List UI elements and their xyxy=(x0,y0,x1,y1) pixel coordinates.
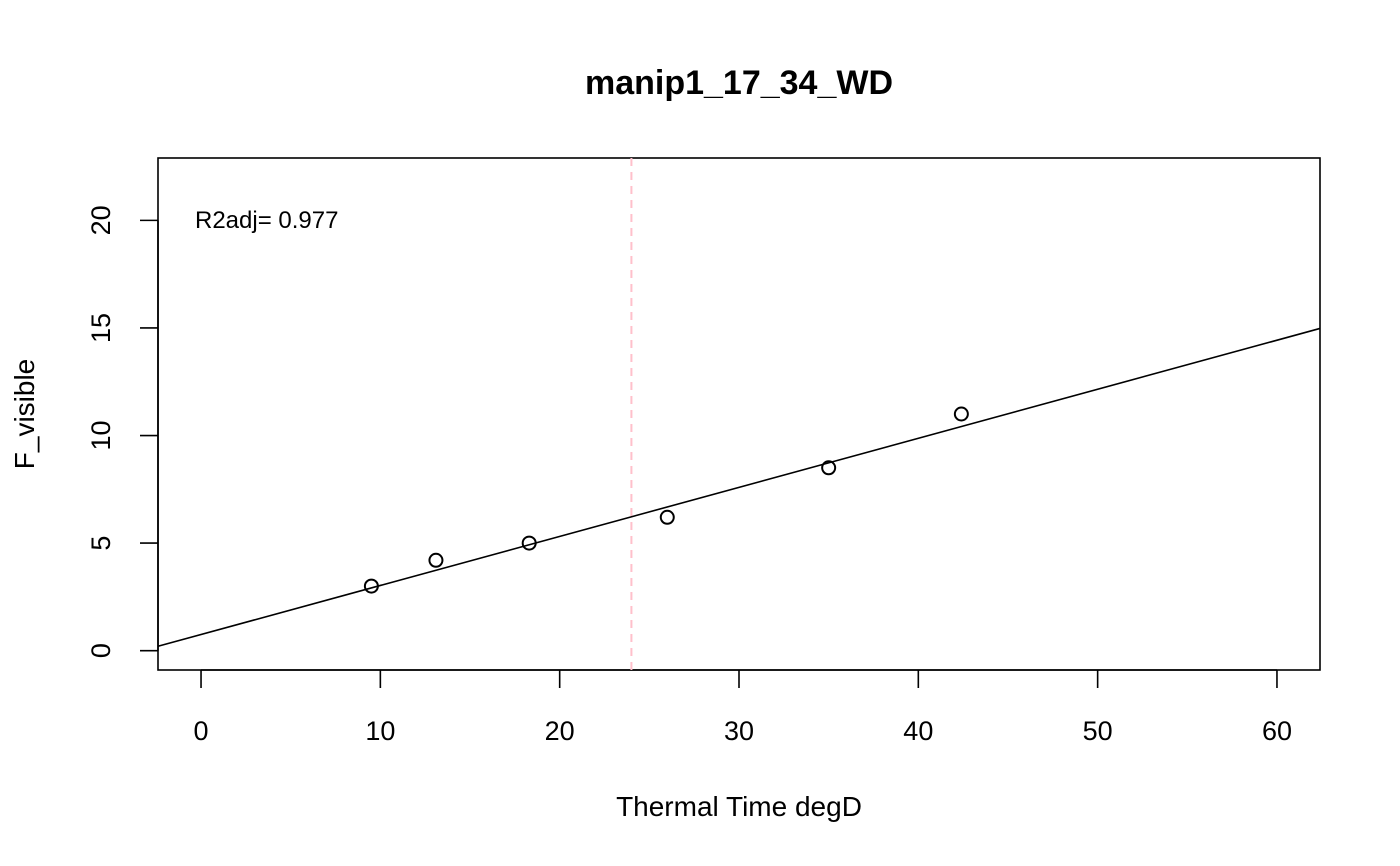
x-tick-label: 60 xyxy=(1262,716,1292,746)
x-tick-label: 50 xyxy=(1083,716,1113,746)
x-tick-label: 30 xyxy=(724,716,754,746)
y-tick-label: 15 xyxy=(86,313,116,343)
annotation-r2adj: R2adj= 0.977 xyxy=(195,207,338,234)
data-point xyxy=(521,535,537,551)
data-point xyxy=(821,460,837,476)
x-tick-label: 20 xyxy=(545,716,575,746)
x-axis: 0 10 20 30 40 50 60 xyxy=(194,669,1292,746)
x-tick-label: 10 xyxy=(365,716,395,746)
data-point xyxy=(428,552,444,568)
x-axis-label: Thermal Time degD xyxy=(616,791,862,822)
fit-line xyxy=(157,327,1321,648)
y-tick-label: 0 xyxy=(86,643,116,658)
x-tick-label: 40 xyxy=(903,716,933,746)
y-tick-label: 10 xyxy=(86,420,116,450)
data-point xyxy=(659,509,675,525)
data-point xyxy=(953,406,969,422)
plot-area xyxy=(157,158,1321,670)
plot-frame xyxy=(157,157,1321,671)
data-point xyxy=(363,578,379,594)
y-tick-label: 20 xyxy=(86,205,116,235)
y-axis-label: F_visible xyxy=(9,359,40,469)
chart-title: manip1_17_34_WD xyxy=(585,64,893,102)
x-tick-label: 0 xyxy=(194,716,209,746)
y-axis: 0 5 10 15 20 xyxy=(86,205,159,658)
y-tick-label: 5 xyxy=(86,536,116,551)
